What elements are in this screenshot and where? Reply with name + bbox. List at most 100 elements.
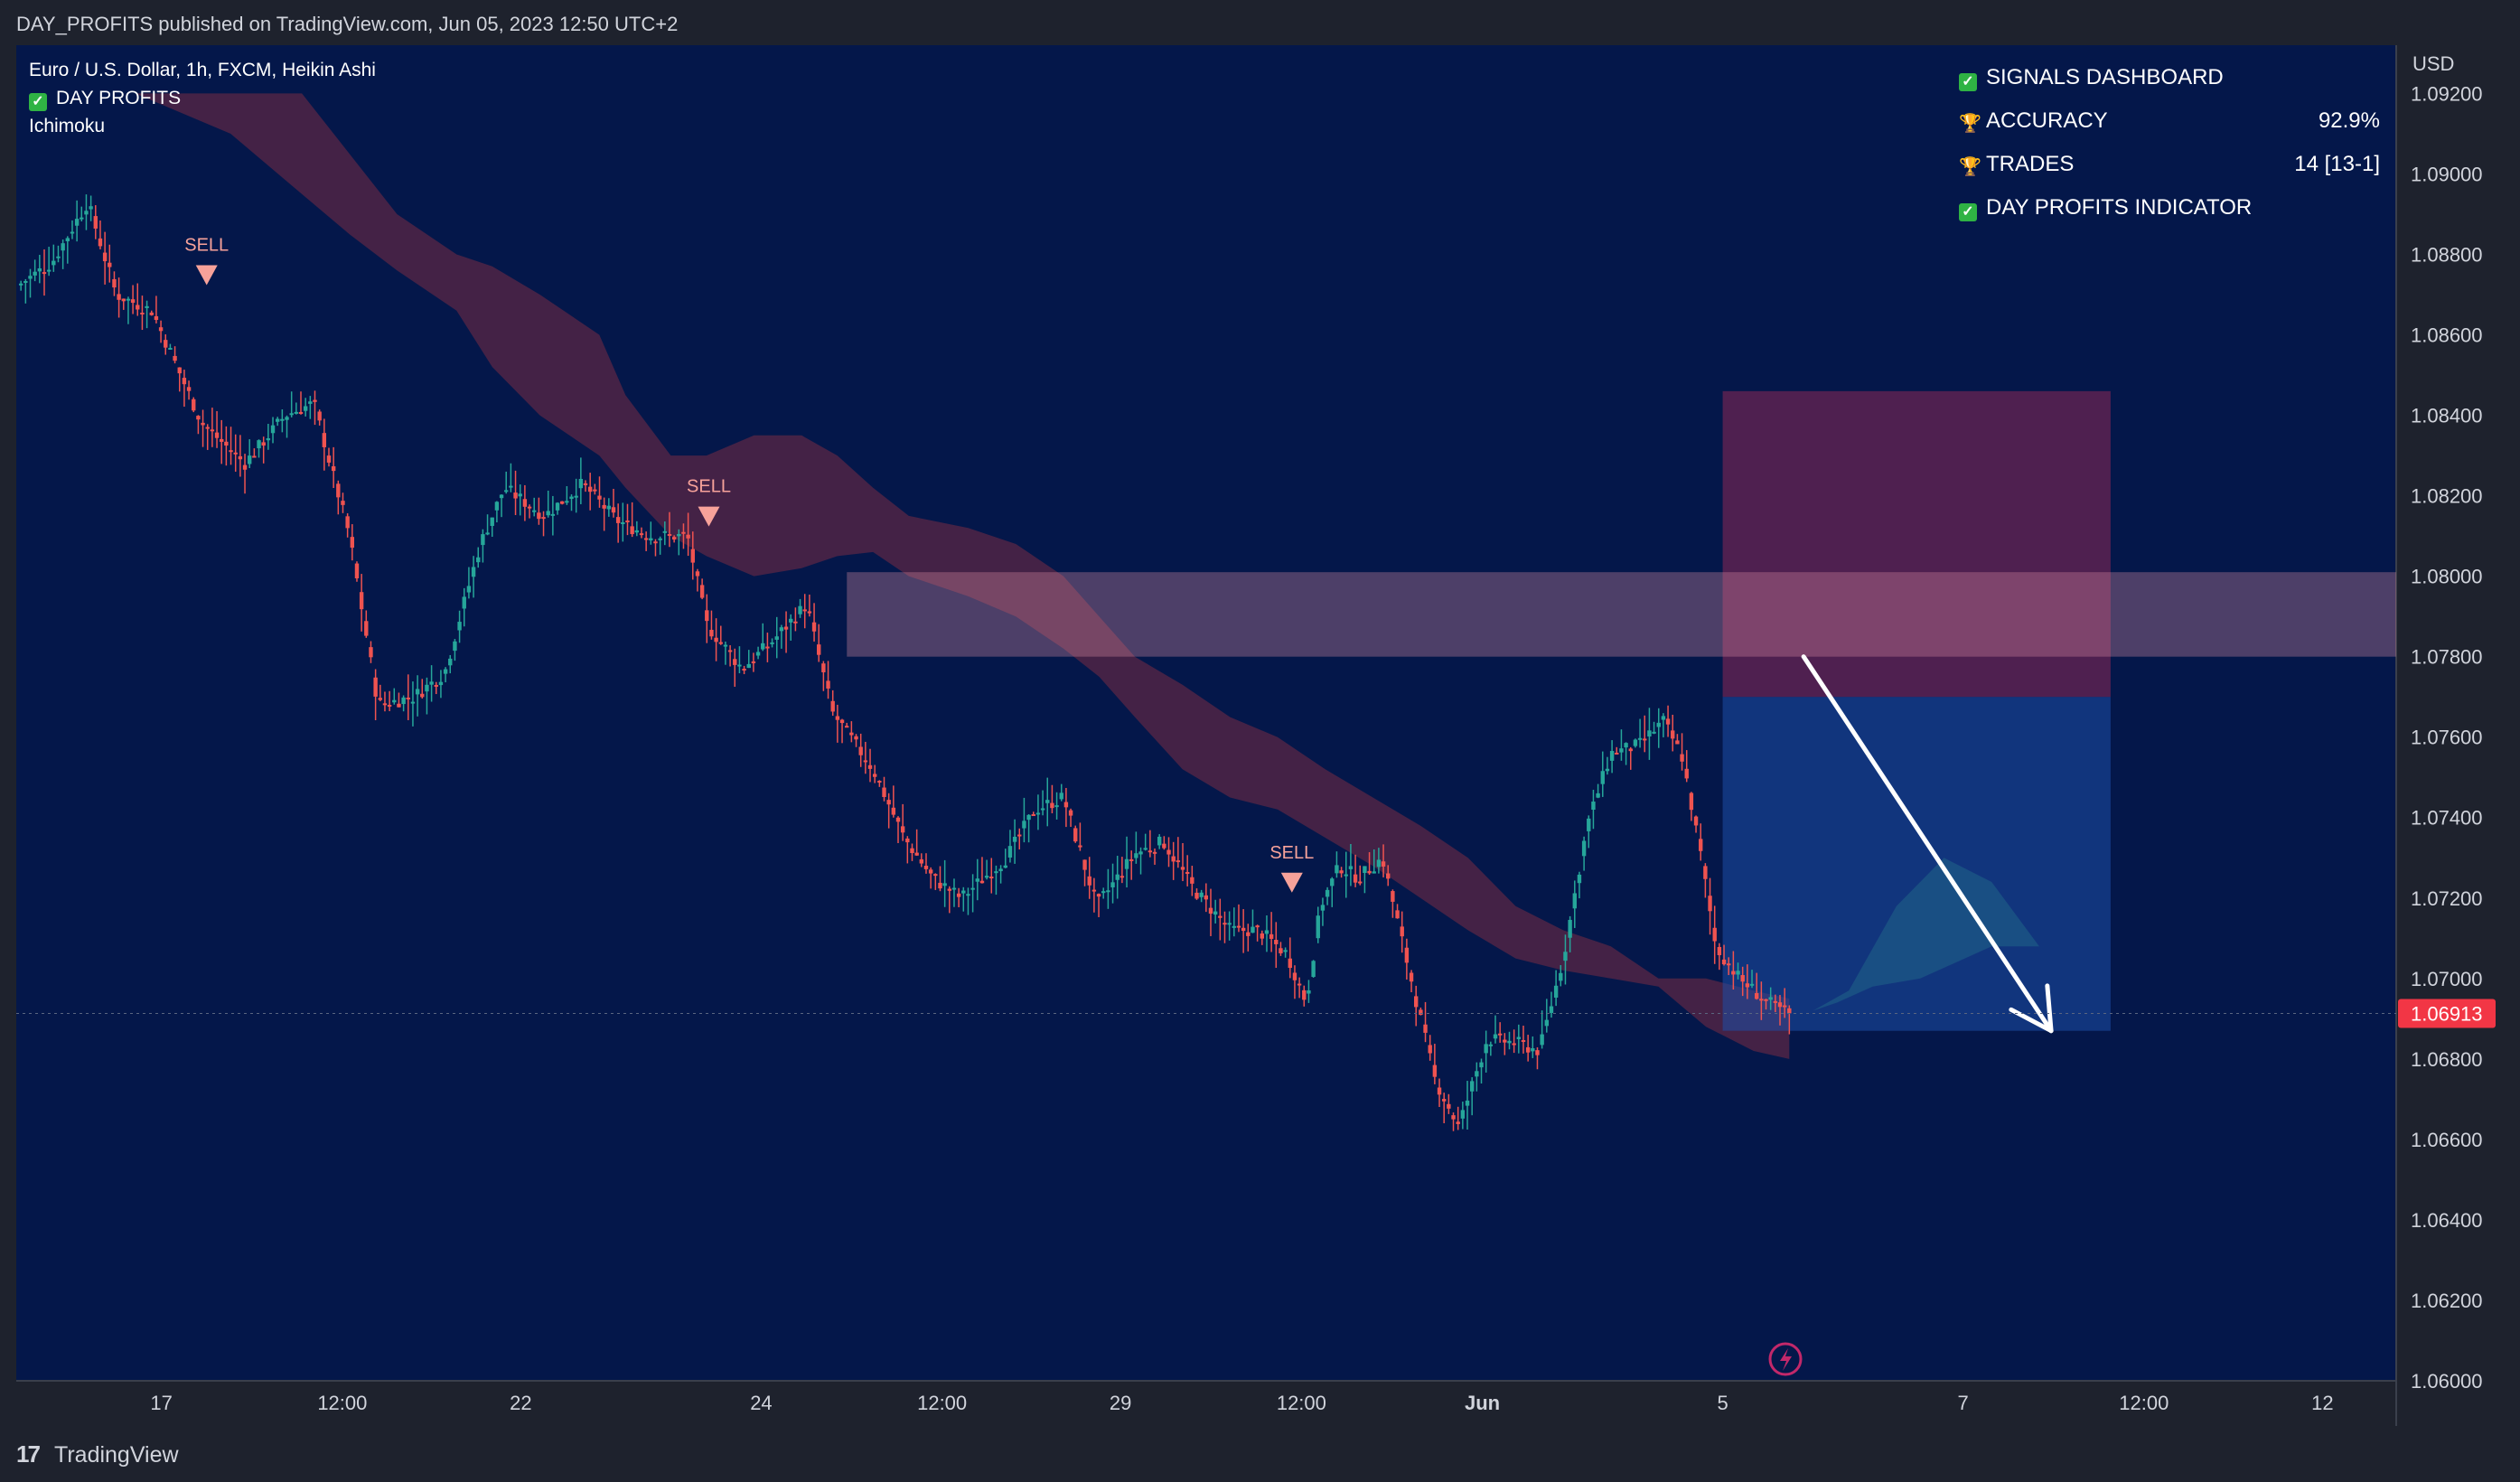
candle-body: [266, 438, 271, 441]
candle-body: [615, 517, 621, 523]
candle-body: [662, 530, 667, 533]
signals-dashboard: ✓ SIGNALS DASHBOARD 🏆 ACCURACY 92.9% 🏆 TRADE…: [1959, 65, 2393, 239]
candle-body: [658, 538, 662, 540]
candle-body: [1507, 1040, 1512, 1044]
candle-body: [261, 442, 266, 446]
candle-body: [1251, 926, 1255, 933]
candle-body: [513, 492, 518, 499]
candle-body: [1152, 851, 1157, 854]
candle-body: [1647, 730, 1652, 737]
candle-body: [1208, 907, 1213, 915]
candle-body: [727, 650, 733, 652]
candle-body: [1307, 990, 1311, 994]
sell-signal-marker: [195, 265, 218, 286]
candle-body: [1344, 874, 1348, 877]
candle-body: [765, 646, 770, 649]
candle-body: [1493, 1034, 1498, 1039]
candle-body: [275, 418, 280, 422]
candle-body: [149, 312, 154, 315]
candle-body: [1469, 1081, 1475, 1092]
indicator-legend[interactable]: ✓ DAY PROFITS: [29, 84, 376, 112]
tradingview-logo-icon[interactable]: 17: [16, 1440, 41, 1468]
candle-body: [1166, 849, 1171, 855]
trades-label: TRADES: [1986, 152, 2075, 176]
candle-body: [630, 526, 634, 535]
candle-body: [158, 327, 164, 332]
accuracy-row: 🏆 ACCURACY 92.9%: [1959, 108, 2393, 152]
candle-body: [849, 732, 854, 736]
candle-body: [1736, 971, 1740, 975]
candle-body: [1684, 768, 1689, 779]
tradingview-brand[interactable]: TradingView: [54, 1442, 179, 1468]
candle-body: [1068, 810, 1073, 816]
y-tick-label: 1.08200: [2411, 485, 2483, 508]
candle-body: [718, 642, 723, 644]
resistance-band: [847, 572, 2396, 657]
candle-body: [1404, 947, 1410, 963]
candle-body: [1124, 858, 1129, 869]
candle-body: [1063, 802, 1069, 808]
candle-body: [1764, 999, 1768, 1001]
candle-body: [1577, 874, 1582, 884]
candle-body: [886, 800, 891, 805]
candle-body: [826, 680, 830, 689]
candle-body: [354, 563, 360, 578]
candle-body: [214, 432, 220, 438]
last-price-label: 1.06913: [2411, 1003, 2483, 1026]
candle-body: [802, 609, 807, 612]
candle-body: [1693, 816, 1699, 826]
candle-body: [1227, 923, 1232, 925]
symbol-title[interactable]: Euro / U.S. Dollar, 1h, FXCM, Heikin Ash…: [29, 60, 376, 80]
arrow-head: [2009, 1007, 2054, 1034]
candle-body: [70, 231, 75, 234]
sell-signal-label: SELL: [184, 236, 229, 256]
candle-body: [858, 746, 863, 755]
candle-body: [1553, 985, 1559, 998]
candle-body: [574, 495, 578, 498]
candle-body: [1050, 802, 1054, 809]
dashboard-title: SIGNALS DASHBOARD: [1986, 65, 2224, 89]
candle-body: [1288, 958, 1292, 969]
candle-body: [481, 534, 485, 546]
candle-body: [966, 894, 970, 896]
sell-signal-marker: [698, 506, 720, 527]
candle-body: [130, 299, 136, 304]
candle-body: [1339, 870, 1344, 874]
candle-body: [252, 455, 257, 458]
candle-body: [1400, 926, 1404, 937]
candle-body: [1297, 983, 1302, 986]
x-tick-label: 17: [150, 1392, 172, 1414]
candle-body: [817, 644, 821, 655]
candle-body: [844, 726, 849, 728]
candle-body: [1497, 1033, 1503, 1036]
candle-body: [877, 781, 882, 783]
candle-body: [751, 661, 756, 663]
candle-body: [420, 693, 425, 698]
candle-body: [1759, 999, 1764, 1001]
candle-body: [46, 269, 52, 272]
candle-body: [882, 787, 886, 797]
candle-body: [1549, 1006, 1554, 1013]
candle-body: [65, 238, 70, 241]
candle-body: [117, 294, 121, 300]
candle-body: [1409, 972, 1414, 982]
ichimoku-legend[interactable]: Ichimoku: [29, 116, 106, 136]
candle-body: [1007, 846, 1013, 858]
candle-body: [369, 647, 373, 658]
candle-body: [1525, 1046, 1531, 1053]
candle-body: [811, 622, 817, 632]
candle-body: [1544, 1019, 1550, 1027]
candle-body: [242, 464, 248, 470]
candle-body: [947, 888, 952, 891]
candle-body: [1213, 911, 1218, 915]
candle-body: [639, 533, 644, 536]
candle-body: [270, 425, 276, 434]
price-chart[interactable]: SELL SELL SELL USD 1.09200 1.09000 1.08800 1.08…: [0, 45, 2520, 1426]
candle-body: [1726, 963, 1731, 966]
candle-body: [1441, 1099, 1447, 1102]
candle-body: [714, 637, 718, 643]
candle-body: [1754, 992, 1759, 999]
candle-body: [597, 495, 602, 500]
candle-body: [923, 866, 929, 869]
candle-body: [578, 478, 584, 489]
